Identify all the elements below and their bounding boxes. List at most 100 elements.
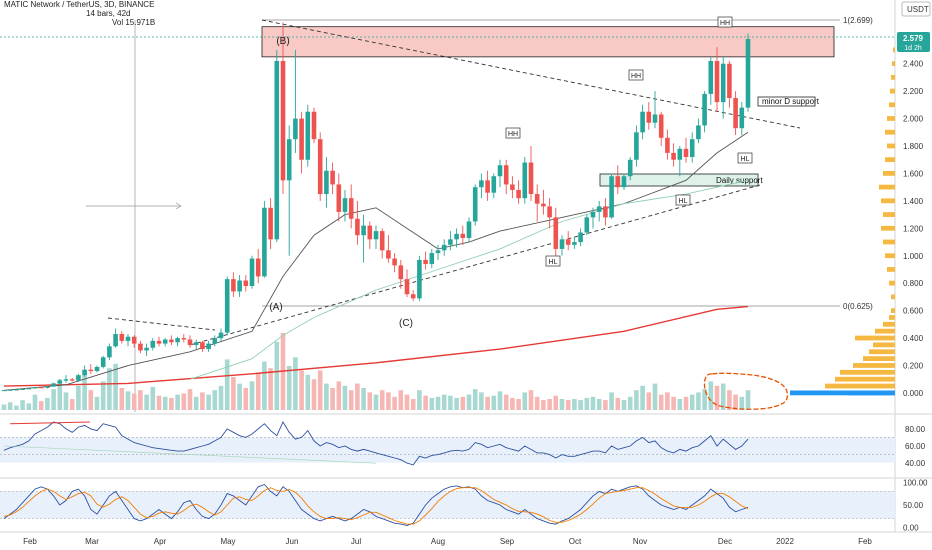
candle-body <box>665 137 670 153</box>
time-tick-label: Jul <box>351 537 361 546</box>
volume-bar <box>417 390 422 410</box>
rsi-panel[interactable] <box>0 421 895 466</box>
candle-body <box>156 340 162 344</box>
last-price-value: 2.579 <box>903 34 924 43</box>
higher-high-label: HH <box>631 73 641 80</box>
candle-body <box>745 39 751 108</box>
candle-body <box>237 280 242 292</box>
volume-profile-bar <box>893 47 895 53</box>
ma-50-line <box>3 131 749 391</box>
candle-body <box>541 203 546 207</box>
volume-bar <box>231 377 236 410</box>
candle-body <box>69 379 75 381</box>
volume-highlight-circle <box>703 372 789 410</box>
candle-body <box>696 125 701 140</box>
volume-bar <box>193 396 199 410</box>
volume-bar <box>299 370 304 410</box>
volume-bar <box>156 395 162 410</box>
volume-bar <box>510 397 515 410</box>
candle-body <box>621 176 627 188</box>
volume-profile-bar <box>885 157 895 163</box>
volume-bar <box>286 366 292 410</box>
candle-body <box>460 233 466 238</box>
volume-bar <box>144 394 149 410</box>
candle-body <box>603 206 608 218</box>
volume-bar <box>119 388 125 410</box>
volume-bar <box>665 392 670 410</box>
candle-body <box>727 63 732 99</box>
candle-body <box>429 253 435 265</box>
volume-bar <box>218 385 224 410</box>
volume-bar <box>503 394 509 410</box>
volume-bar <box>69 399 75 410</box>
wave-label: (C) <box>399 318 413 329</box>
volume-profile-bar <box>853 363 895 368</box>
volume-bar <box>131 393 137 410</box>
volume-bar <box>200 392 205 410</box>
volume-bar <box>212 390 218 410</box>
candle-body <box>150 340 156 348</box>
candle-body <box>7 389 13 391</box>
price-tick-label: 1.600 <box>903 169 924 178</box>
stoch-tick-label: 50.00 <box>903 501 924 510</box>
volume-bar <box>138 390 143 410</box>
volume-profile-bar <box>885 253 895 259</box>
candle-body <box>615 176 621 188</box>
candle-body <box>435 250 441 254</box>
candle-body <box>175 338 180 343</box>
candle-body <box>578 232 583 243</box>
candle-body <box>398 265 404 280</box>
volume-bar <box>596 399 602 410</box>
volume-bar <box>671 396 676 410</box>
volume-bar <box>720 383 726 410</box>
candle-body <box>572 242 577 245</box>
annotation-box <box>717 16 733 28</box>
volume-bar <box>169 397 174 410</box>
volume-bar <box>609 392 614 410</box>
candle-body <box>379 231 385 251</box>
fib-level-label: 0(0.625) <box>843 302 873 311</box>
ascending-trendline <box>189 184 761 346</box>
candle-body <box>510 184 515 190</box>
candle-body <box>652 114 658 123</box>
candle-body <box>708 60 714 94</box>
rsi-band-fill <box>0 437 895 463</box>
candle-body <box>317 139 323 195</box>
volume-bar <box>398 390 404 410</box>
candle-body <box>522 162 528 199</box>
candle-body <box>472 187 478 222</box>
volume-profile-bar <box>889 280 895 286</box>
stochastic-panel[interactable] <box>0 483 895 526</box>
annotation-box <box>628 69 644 81</box>
volume-bar <box>224 359 230 410</box>
volume-readout: Vol 15.971B <box>112 18 156 27</box>
candle-body <box>640 111 645 133</box>
volume-bar <box>658 394 664 410</box>
candle-body <box>249 258 255 286</box>
candle-body <box>280 60 286 181</box>
volume-profile-bar <box>869 349 895 355</box>
candle-body <box>627 159 633 177</box>
candle-body <box>565 239 571 245</box>
volume-profile-bar <box>835 376 895 382</box>
price-panel[interactable]: 1(2.699) 0(0.625) Daily support minor D sup… <box>0 16 895 412</box>
volume-bar <box>454 397 459 410</box>
volume-bar <box>528 390 534 410</box>
volume-bar <box>516 399 521 410</box>
candle-body <box>361 225 366 236</box>
volume-bar <box>727 390 732 410</box>
currency-box <box>901 1 931 17</box>
annotation-box <box>505 127 521 139</box>
time-tick-label: Nov <box>633 537 647 546</box>
volume-bar <box>51 389 56 410</box>
candle-body <box>528 162 534 195</box>
volume-bar <box>45 397 50 410</box>
candle-body <box>193 342 199 345</box>
volume-profile-bar <box>887 143 895 149</box>
candle-body <box>367 225 373 240</box>
volume-bar <box>584 397 590 410</box>
volume-bar <box>435 396 441 410</box>
volume-bar <box>243 388 249 410</box>
candle-body <box>57 380 63 384</box>
